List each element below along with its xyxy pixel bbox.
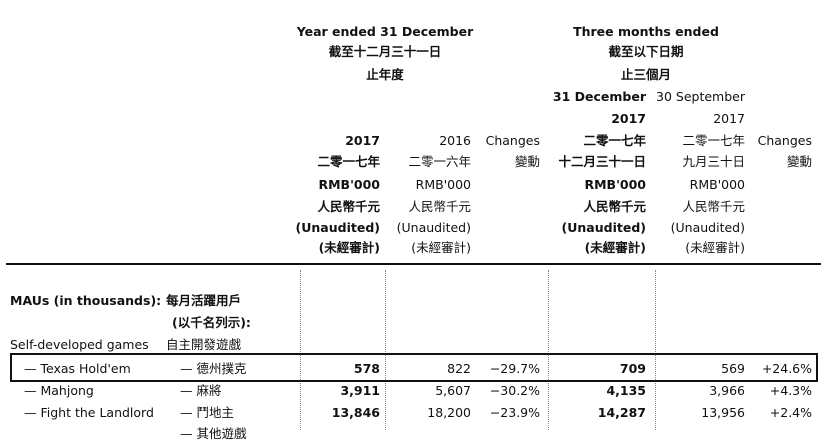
col-2016-audit-en: (Unaudited) bbox=[396, 220, 471, 235]
year-group-subtitle-zh: 止年度 bbox=[366, 67, 404, 82]
col-2016-zh-date: 二零一六年 bbox=[408, 154, 471, 169]
cell-2017: 3,911 bbox=[340, 383, 380, 398]
cell-change-q: +2.4% bbox=[769, 405, 812, 420]
column-guide bbox=[300, 270, 301, 430]
cell-q-sep: 13,956 bbox=[701, 405, 745, 420]
column-guide bbox=[655, 270, 656, 430]
col-changes-q-en: Changes bbox=[757, 133, 812, 148]
section-label-zh-note: (以千名列示): bbox=[172, 315, 251, 330]
year-group-title-en: Year ended 31 December bbox=[296, 24, 474, 39]
cell-change-year: −23.9% bbox=[489, 405, 540, 420]
section-label-en: MAUs (in thousands): bbox=[10, 293, 162, 308]
cell-q-dec: 4,135 bbox=[606, 383, 646, 398]
col-2017-unit-en: RMB'000 bbox=[318, 177, 380, 192]
col-q-sep-zh-year: 二零一七年 bbox=[682, 133, 745, 148]
cell-change-q: +24.6% bbox=[761, 361, 812, 376]
subsection-label-zh: 自主開發遊戲 bbox=[166, 337, 242, 352]
cell-q-sep: 569 bbox=[721, 361, 745, 376]
subsection-label-en: Self-developed games bbox=[10, 337, 149, 352]
col-2017-audit-zh: (未經審計) bbox=[318, 240, 380, 255]
col-q-dec-audit-zh: (未經審計) bbox=[584, 240, 646, 255]
section-label-zh: 每月活躍用戶 bbox=[166, 293, 242, 308]
cell-2016: 18,200 bbox=[427, 405, 471, 420]
col-q-dec-year: 2017 bbox=[611, 111, 646, 126]
year-group-title-zh: 截至十二月三十一日 bbox=[328, 44, 442, 59]
cell-2016: 822 bbox=[447, 361, 471, 376]
col-q-sep-unit-en: RMB'000 bbox=[689, 177, 745, 192]
column-guide bbox=[548, 270, 549, 430]
cell-change-q: +4.3% bbox=[769, 383, 812, 398]
col-q-dec-unit-en: RMB'000 bbox=[584, 177, 646, 192]
col-q-sep-audit-zh: (未經審計) bbox=[685, 240, 745, 255]
col-2016-unit-en: RMB'000 bbox=[415, 177, 471, 192]
three-months-group-subtitle-zh: 止三個月 bbox=[620, 67, 672, 82]
col-2017-unit-zh: 人民幣千元 bbox=[317, 199, 380, 214]
cell-q-dec: 709 bbox=[619, 361, 646, 376]
cell-2017: 13,846 bbox=[331, 405, 380, 420]
three-months-group-title-en: Three months ended bbox=[573, 24, 719, 39]
row-label-en: — Texas Hold'em bbox=[24, 361, 131, 376]
header-rule bbox=[6, 263, 821, 265]
col-q-dec-unit-zh: 人民幣千元 bbox=[583, 199, 646, 214]
cell-2016: 5,607 bbox=[435, 383, 471, 398]
cell-2017: 578 bbox=[353, 361, 380, 376]
row-label-zh: — 鬥地主 bbox=[180, 405, 234, 420]
row-highlight-box bbox=[10, 353, 818, 382]
three-months-group-title-zh: 截至以下日期 bbox=[608, 44, 684, 59]
col-q-sep-audit-en: (Unaudited) bbox=[670, 220, 745, 235]
cell-change-year: −29.7% bbox=[489, 361, 540, 376]
col-changes-q-zh: 變動 bbox=[786, 154, 812, 169]
col-changes-year-zh: 變動 bbox=[514, 154, 540, 169]
column-guide bbox=[385, 270, 386, 430]
cell-change-year: −30.2% bbox=[489, 383, 540, 398]
col-q-dec-zh-year: 二零一七年 bbox=[583, 133, 646, 148]
col-2017-year: 2017 bbox=[345, 133, 380, 148]
col-q-dec-zh-date: 十二月三十一日 bbox=[558, 154, 646, 169]
col-2017-audit-en: (Unaudited) bbox=[295, 220, 380, 235]
col-2017-zh-date: 二零一七年 bbox=[317, 154, 380, 169]
row-label-zh: — 德州撲克 bbox=[180, 361, 247, 376]
col-changes-year-en: Changes bbox=[485, 133, 540, 148]
row-label-zh-partial: — 其他遊戲 bbox=[180, 426, 247, 441]
row-label-en: — Mahjong bbox=[24, 383, 94, 398]
col-q-sep-zh-date: 九月三十日 bbox=[682, 154, 745, 169]
col-q-dec-audit-en: (Unaudited) bbox=[561, 220, 646, 235]
cell-q-dec: 14,287 bbox=[597, 405, 646, 420]
cell-q-sep: 3,966 bbox=[709, 383, 745, 398]
col-q-sep-unit-zh: 人民幣千元 bbox=[682, 199, 745, 214]
col-2016-audit-zh: (未經審計) bbox=[411, 240, 471, 255]
col-2016-year: 2016 bbox=[439, 133, 471, 148]
col-q-sep-year: 2017 bbox=[713, 111, 745, 126]
row-label-zh: — 麻將 bbox=[180, 383, 222, 398]
three-months-sep-label: 30 September bbox=[656, 89, 745, 104]
col-2016-unit-zh: 人民幣千元 bbox=[408, 199, 471, 214]
three-months-dec-label: 31 December bbox=[552, 89, 646, 104]
row-label-en: — Fight the Landlord bbox=[24, 405, 154, 420]
